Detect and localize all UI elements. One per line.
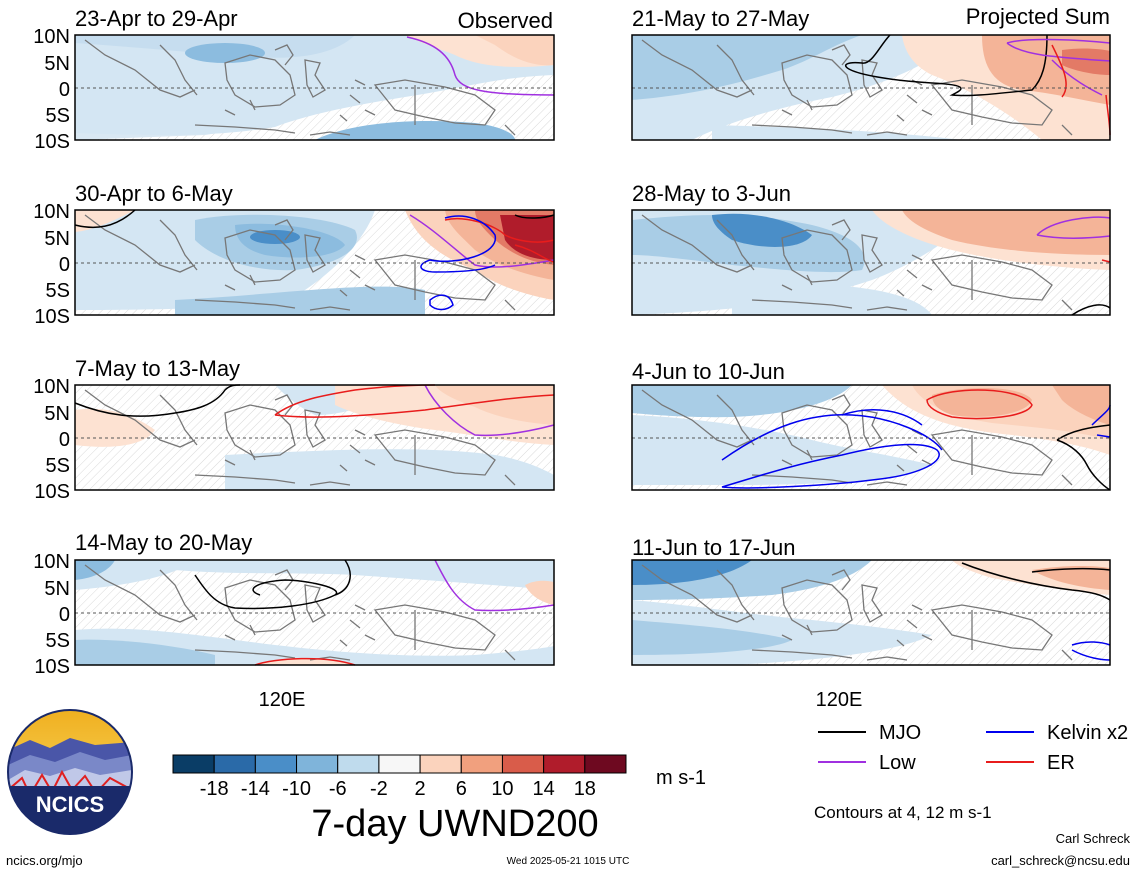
colorbar-swatch	[378, 754, 421, 774]
colorbar-swatch	[543, 754, 586, 774]
legend-item-kelvin: Kelvin x2	[986, 722, 1128, 744]
legend-label: ER	[1047, 752, 1075, 774]
colorbar-swatch	[213, 754, 256, 774]
lat-tick: 0	[59, 254, 70, 276]
panel-titles: 23-Apr to 29-Apr 21-May to 27-May 30-Apr…	[75, 4, 1110, 560]
map-panel	[631, 34, 1111, 141]
colorbar-units: m s-1	[656, 767, 706, 789]
lat-tick: 10N	[33, 551, 70, 573]
colorbar-swatch	[296, 754, 339, 774]
contour-note: Contours at 4, 12 m s-1	[814, 803, 992, 822]
lat-tick: 5N	[44, 578, 70, 600]
panel-title: 14-May to 20-May	[75, 530, 252, 555]
legend-item-er: ER	[986, 752, 1075, 774]
colorbar-tick: 14	[533, 778, 555, 800]
lat-tick: 5S	[46, 630, 70, 652]
observed-label: Observed	[458, 8, 553, 33]
colorbar-swatch	[419, 754, 462, 774]
colorbar-tick: 2	[415, 778, 426, 800]
lat-tick: 10N	[33, 201, 70, 223]
legend-item-low: Low	[818, 752, 916, 774]
colorbar-tick: -18	[200, 778, 229, 800]
lat-tick: 10S	[34, 131, 70, 153]
colorbar-tick: 18	[574, 778, 596, 800]
map-panel	[74, 559, 555, 666]
colorbar-tick: 10	[491, 778, 513, 800]
lat-tick: 5S	[46, 105, 70, 127]
lat-tick: 10S	[34, 481, 70, 503]
lat-tick: 10N	[33, 376, 70, 398]
footer-email: carl_schreck@ncsu.edu	[991, 853, 1130, 868]
lat-tick: 5N	[44, 403, 70, 425]
panel-title: 23-Apr to 29-Apr	[75, 6, 238, 31]
logo-text: NCICS	[36, 792, 104, 817]
map-panel	[74, 209, 555, 316]
colorbar-tick: -2	[370, 778, 388, 800]
panel-title: 21-May to 27-May	[632, 6, 809, 31]
ncics-logo: NCICS	[7, 709, 133, 835]
colorbar-swatch	[337, 754, 380, 774]
lon-tick: 120E	[816, 689, 863, 711]
colorbar-tick: 6	[456, 778, 467, 800]
footer-author: Carl Schreck	[1056, 831, 1131, 846]
lat-tick: 5N	[44, 228, 70, 250]
colorbar-swatch	[254, 754, 298, 774]
lat-tick: 0	[59, 604, 70, 626]
panel-title: 4-Jun to 10-Jun	[632, 359, 785, 384]
lat-tick: 10S	[34, 306, 70, 328]
panel-title: 28-May to 3-Jun	[632, 181, 791, 206]
map-panel	[631, 384, 1111, 491]
legend-label: MJO	[879, 722, 921, 744]
colorbar-swatch	[501, 754, 545, 774]
lat-tick: 10S	[34, 656, 70, 678]
lon-axis: 120E 120E	[259, 689, 863, 711]
lat-tick: 5S	[46, 455, 70, 477]
colorbar-tick: -6	[329, 778, 347, 800]
panel-title: 30-Apr to 6-May	[75, 181, 233, 206]
footer-url: ncics.org/mjo	[6, 853, 83, 868]
legend-label: Low	[879, 752, 916, 774]
lon-tick: 120E	[259, 689, 306, 711]
lat-tick: 10N	[33, 26, 70, 48]
legend-item-mjo: MJO	[818, 722, 921, 744]
lat-tick: 0	[59, 79, 70, 101]
colorbar-tick: -14	[241, 778, 270, 800]
colorbar-swatch	[584, 754, 627, 774]
colorbar-swatch	[460, 754, 503, 774]
footer-timestamp: Wed 2025-05-21 1015 UTC	[507, 856, 630, 867]
lat-tick: 5N	[44, 53, 70, 75]
variable-title: 7-day UWND200	[311, 803, 598, 845]
map-panel	[631, 559, 1111, 666]
panel-title: 7-May to 13-May	[75, 356, 240, 381]
contour-legend: MJO Kelvin x2 Low ER Contours at 4, 12 m…	[814, 722, 1128, 822]
legend-label: Kelvin x2	[1047, 722, 1128, 744]
map-panel	[74, 34, 555, 141]
map-panel	[74, 384, 555, 491]
panel-title: 11-Jun to 17-Jun	[632, 535, 795, 560]
map-panel	[631, 209, 1111, 316]
projected-label: Projected Sum	[966, 4, 1110, 29]
lat-tick: 5S	[46, 280, 70, 302]
colorbar-tick: -10	[282, 778, 311, 800]
footer: ncics.org/mjo Wed 2025-05-21 1015 UTC Ca…	[6, 831, 1130, 868]
lat-axis: 10N 5N 0 5S 10S 10N 5N 0 5S 10S 10N 5N 0…	[33, 26, 70, 678]
colorbar: -18 -14 -10 -6 -2 2 6 10 14 18 m s-1	[172, 754, 706, 800]
colorbar-swatch	[172, 754, 215, 774]
lat-tick: 0	[59, 429, 70, 451]
